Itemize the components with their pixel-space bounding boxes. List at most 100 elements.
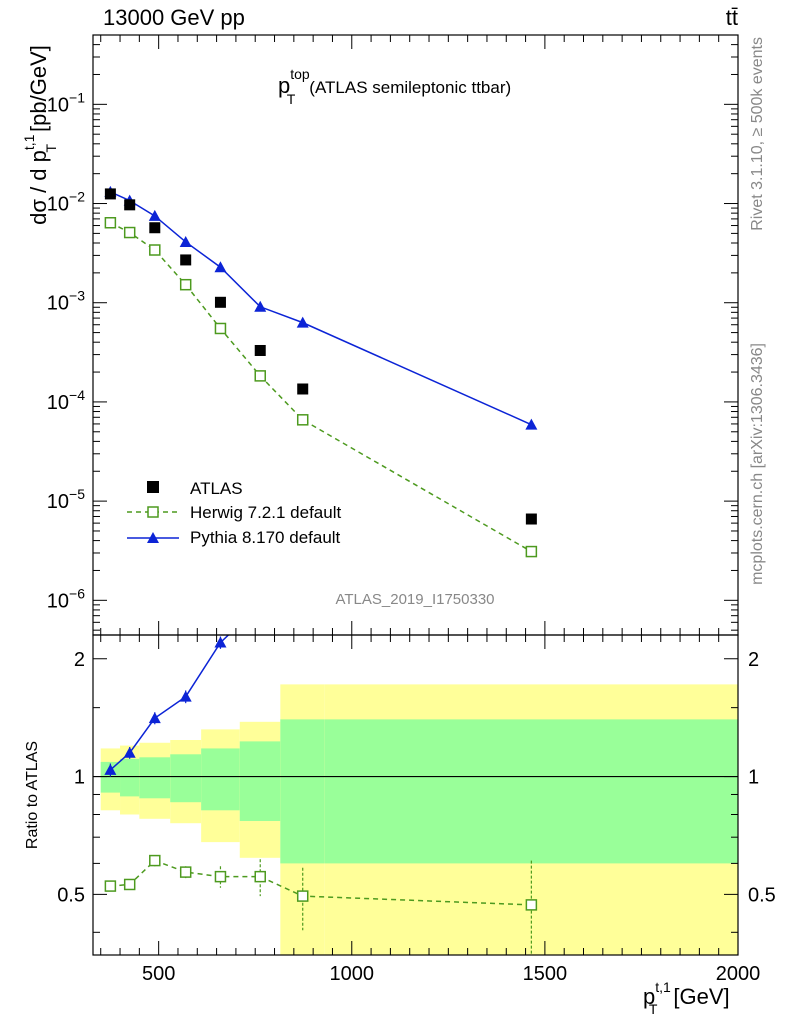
legend-herwig-marker [147, 506, 159, 518]
energy-label: 13000 GeV pp [103, 5, 245, 30]
title-main: p [278, 73, 290, 98]
y-tick-base: 10 [47, 94, 69, 116]
pythia-ratio-point [148, 712, 161, 724]
pythia-point [525, 418, 538, 430]
ratio-y-label: Ratio to ATLAS [24, 741, 41, 849]
ratio-tick-label-right: 2 [748, 649, 759, 671]
pythia-ratio-point [525, 399, 537, 410]
herwig-ratio-point [296, 890, 309, 902]
legend-atlas-label: ATLAS [190, 479, 243, 498]
legend-atlas-marker [147, 481, 159, 493]
x-axis-label: pt,1 T [GeV] [643, 979, 730, 1017]
band-inner-bin [170, 754, 202, 803]
ratio-tick-label: 1 [74, 767, 85, 789]
legend-herwig-label: Herwig 7.2.1 default [190, 503, 341, 522]
atlas-point [214, 296, 226, 308]
x-tick-label: 1000 [330, 963, 375, 985]
atlas-point [104, 188, 116, 200]
atlas-point [525, 513, 537, 525]
pythia-line [110, 191, 532, 426]
ylabel-unit: [pb/GeV] [26, 45, 51, 132]
y-tick-exp: −6 [69, 585, 85, 601]
mcplots-label: mcplots.cern.ch [arXiv:1306.3436] [749, 343, 766, 585]
pythia-point [296, 316, 309, 328]
ylabel-prefix: dσ / d p [26, 150, 51, 225]
title-sup: top [290, 66, 310, 82]
herwig-point [254, 370, 266, 382]
analysis-id: ATLAS_2019_I1750330 [335, 591, 494, 608]
pythia-point [214, 261, 227, 273]
pythia-point [179, 235, 192, 247]
band-inner-bin [139, 757, 171, 799]
xlabel-unit: [GeV] [673, 984, 729, 1009]
y-tick-exp: −2 [69, 189, 85, 205]
title-suffix: (ATLAS semileptonic ttbar) [309, 78, 511, 97]
xlabel-main: p [643, 984, 655, 1009]
y-tick-label: 10−2 [47, 189, 85, 216]
ratio-frame [92, 634, 739, 956]
x-tick-label: 2000 [716, 963, 761, 985]
pythia-point [254, 300, 267, 312]
pythia-ratio-point [254, 599, 266, 610]
rivet-label: Rivet 3.1.10, ≥ 500k events [749, 37, 766, 231]
herwig-point [179, 278, 192, 291]
atlas-point [180, 254, 192, 266]
title-sub: T [287, 91, 296, 107]
herwig-point [525, 545, 538, 558]
process-label: tt̄ [726, 5, 738, 30]
legend: ATLAS Herwig 7.2.1 default Pythia 8.170 … [127, 479, 341, 547]
herwig-point [296, 414, 309, 426]
ratio-tick-label-right: 1 [748, 767, 759, 789]
y-tick-exp: −4 [69, 387, 85, 403]
herwig-ratio-point [104, 880, 117, 892]
y-tick-base: 10 [47, 590, 69, 612]
y-tick-base: 10 [47, 293, 69, 315]
ylabel-sup: t,1 [21, 134, 37, 150]
y-axis-label: dσ / d pt,1 T [pb/GeV] [21, 45, 59, 225]
y-tick-label: 10−3 [47, 288, 85, 315]
herwig-ratio-point [123, 878, 136, 891]
y-tick-base: 10 [47, 392, 69, 414]
band-inner-bin [324, 719, 738, 864]
main-plot-marks [104, 185, 538, 558]
band-inner-bin [201, 748, 240, 811]
y-tick-exp: −1 [69, 89, 85, 105]
y-tick-exp: −5 [69, 486, 85, 502]
atlas-point [124, 199, 136, 211]
herwig-ratio-point [214, 870, 227, 883]
ratio-tick-label-right: 0.5 [748, 884, 776, 906]
legend-pythia-label: Pythia 8.170 default [190, 528, 341, 547]
atlas-point [149, 222, 161, 234]
y-tick-exp: −3 [69, 288, 85, 304]
y-tick-base: 10 [47, 491, 69, 513]
y-tick-label: 10−6 [47, 585, 85, 612]
x-tick-label: 1500 [523, 963, 568, 985]
band-inner-bin [280, 719, 325, 864]
pythia-ratio-point [123, 746, 136, 758]
herwig-line [110, 222, 532, 553]
chart-title: ptop T (ATLAS semileptonic ttbar) [278, 66, 511, 107]
herwig-point [214, 322, 227, 335]
pythia-ratio-point [104, 763, 117, 775]
data-uncertainty-bands [100, 684, 738, 955]
pythia-ratio-line [109, 635, 230, 771]
xlabel-sup: t,1 [655, 979, 671, 995]
y-tick-base: 10 [47, 194, 69, 216]
herwig-ratio-line [110, 859, 532, 906]
ratio-tick-label: 0.5 [57, 884, 85, 906]
pythia-ratio-point [179, 690, 192, 702]
atlas-point [297, 383, 309, 395]
band-inner-bin [100, 761, 121, 793]
axis-ticks: 10−610−510−410−310−210−1500 1000 1500 20000… [47, 34, 776, 985]
herwig-point [149, 244, 161, 256]
band-inner-bin [120, 758, 140, 797]
herwig-ratio-point [179, 866, 192, 878]
ratio-plot-marks [104, 399, 538, 955]
y-tick-label: 10−4 [47, 387, 85, 414]
herwig-ratio-point [525, 899, 538, 911]
herwig-point [104, 217, 117, 229]
legend-pythia-marker [147, 532, 159, 543]
y-tick-label: 10−1 [47, 89, 85, 116]
pythia-point [148, 209, 161, 221]
